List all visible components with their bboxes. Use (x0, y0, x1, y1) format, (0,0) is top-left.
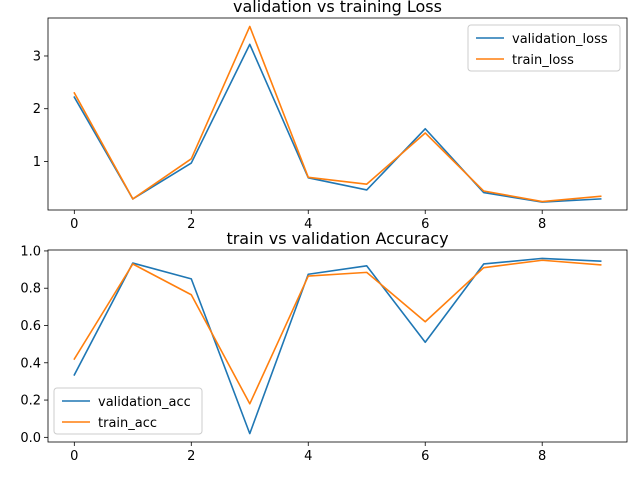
chart-title: train vs validation Accuracy (226, 229, 448, 248)
x-tick-label: 4 (304, 217, 312, 232)
legend-label-validation_acc: validation_acc (98, 395, 191, 410)
legend-box (467, 24, 621, 72)
y-tick-label: 3 (33, 49, 41, 64)
legend-box (53, 387, 203, 435)
x-tick-label: 2 (187, 217, 195, 232)
x-tick-label: 8 (538, 217, 546, 232)
x-tick-label: 0 (70, 217, 78, 232)
y-tick-label: 0.6 (20, 319, 41, 334)
chart-title: validation vs training Loss (233, 0, 442, 16)
x-tick-label: 0 (70, 449, 78, 464)
y-tick-label: 0.0 (20, 431, 41, 446)
series-line-train_loss (73, 25, 602, 203)
y-tick-label: 1 (33, 155, 41, 170)
x-tick-label: 8 (538, 449, 546, 464)
x-tick-label: 6 (421, 449, 429, 464)
y-tick-label: 2 (33, 102, 41, 117)
series-line-validation_acc (73, 257, 602, 435)
series-line-train_acc (73, 259, 602, 405)
legend-label-train_loss: train_loss (512, 53, 574, 68)
y-tick-label: 1.0 (20, 244, 41, 259)
loss-chart: validation vs training Loss 0 2 4 6 8 1 2 3 valid… (33, 0, 628, 232)
x-tick-label: 4 (304, 449, 312, 464)
y-tick-label: 0.4 (20, 356, 41, 371)
legend-label-train_acc: train_acc (98, 416, 157, 431)
x-tick-label: 6 (421, 217, 429, 232)
accuracy-chart: train vs validation Accuracy 0 2 4 6 8 0.0 0.2 0… (20, 229, 628, 464)
y-tick-label: 0.2 (20, 394, 41, 409)
series-line-validation_loss (73, 43, 602, 203)
x-tick-label: 2 (187, 449, 195, 464)
axes-frame (47, 17, 628, 211)
legend-label-validation_loss: validation_loss (512, 32, 608, 47)
legend: validation_loss train_loss (467, 24, 621, 72)
y-tick-label: 0.8 (20, 282, 41, 297)
legend: validation_acc train_acc (53, 387, 203, 435)
axes-frame (47, 249, 628, 443)
